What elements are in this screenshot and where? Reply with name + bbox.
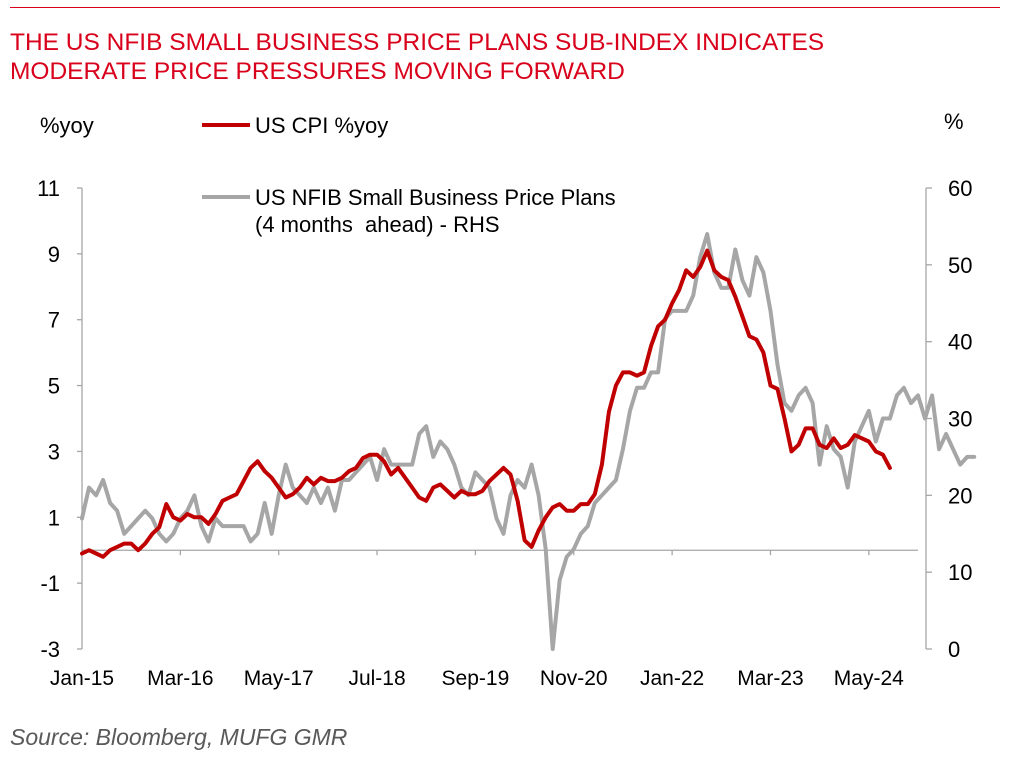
left-axis-tick-label: 7: [48, 308, 60, 333]
left-axis-tick-label: -1: [40, 571, 60, 596]
left-axis-tick-label: 9: [48, 242, 60, 267]
x-axis-tick-label: May-24: [834, 667, 904, 690]
x-axis-tick-label: Mar-16: [147, 667, 214, 690]
left-axis-tick-label: 11: [37, 176, 60, 201]
left-axis-tick-label: 3: [48, 439, 60, 464]
chart-legend: US CPI %yoy US NFIB Small Business Price…: [202, 113, 616, 237]
right-axis-tick-label: 40: [948, 330, 972, 355]
left-axis-tick-label: -3: [40, 637, 60, 662]
source-note: Source: Bloomberg, MUFG GMR: [10, 724, 348, 750]
x-axis-tick-label: Mar-23: [737, 667, 804, 690]
chart-title: THE US NFIB SMALL BUSINESS PRICE PLANS S…: [10, 28, 1000, 86]
legend-label-cpi: US CPI %yoy: [255, 113, 388, 138]
chart-series: [80, 232, 977, 651]
left-axis-tick-label: 5: [48, 374, 60, 399]
x-axis-tick-label: Jul-18: [348, 667, 405, 690]
x-axis-tick-label: Nov-20: [540, 667, 608, 690]
right-axis-tick-label: 60: [948, 176, 972, 201]
chart-title-line-1: THE US NFIB SMALL BUSINESS PRICE PLANS S…: [10, 29, 825, 56]
top-rule: [10, 7, 1000, 8]
legend-label-nfib-line-2: (4 months ahead) - RHS: [255, 212, 500, 237]
left-axis-tick-label: 1: [48, 505, 60, 530]
right-axis-tick-label: 30: [948, 407, 972, 432]
chart-axes: -3 -1 1 3 5 7 9 11 0 10 20 30 40 50 60 Jan-15 Mar-16 May-…: [37, 176, 972, 690]
left-axis-unit: %yoy: [40, 113, 94, 138]
right-axis-tick-label: 50: [948, 253, 972, 278]
right-axis-unit: %: [944, 109, 964, 134]
right-axis-tick-label: 0: [948, 637, 960, 662]
x-axis-tick-label: Jan-15: [50, 667, 114, 690]
right-axis-tick-label: 20: [948, 483, 972, 508]
legend-label-nfib: US NFIB Small Business Price Plans: [255, 185, 616, 210]
x-axis-tick-label: Jan-22: [640, 667, 704, 690]
x-axis-tick-label: Sep-19: [442, 667, 510, 690]
x-axis-tick-label: May-17: [244, 667, 314, 690]
series-line-us-cpi: [80, 248, 892, 559]
right-axis-tick-label: 10: [948, 560, 972, 585]
chart-title-line-2: MODERATE PRICE PRESSURES MOVING FORWARD: [10, 58, 625, 85]
series-line-nfib-price-plans: [80, 232, 977, 651]
